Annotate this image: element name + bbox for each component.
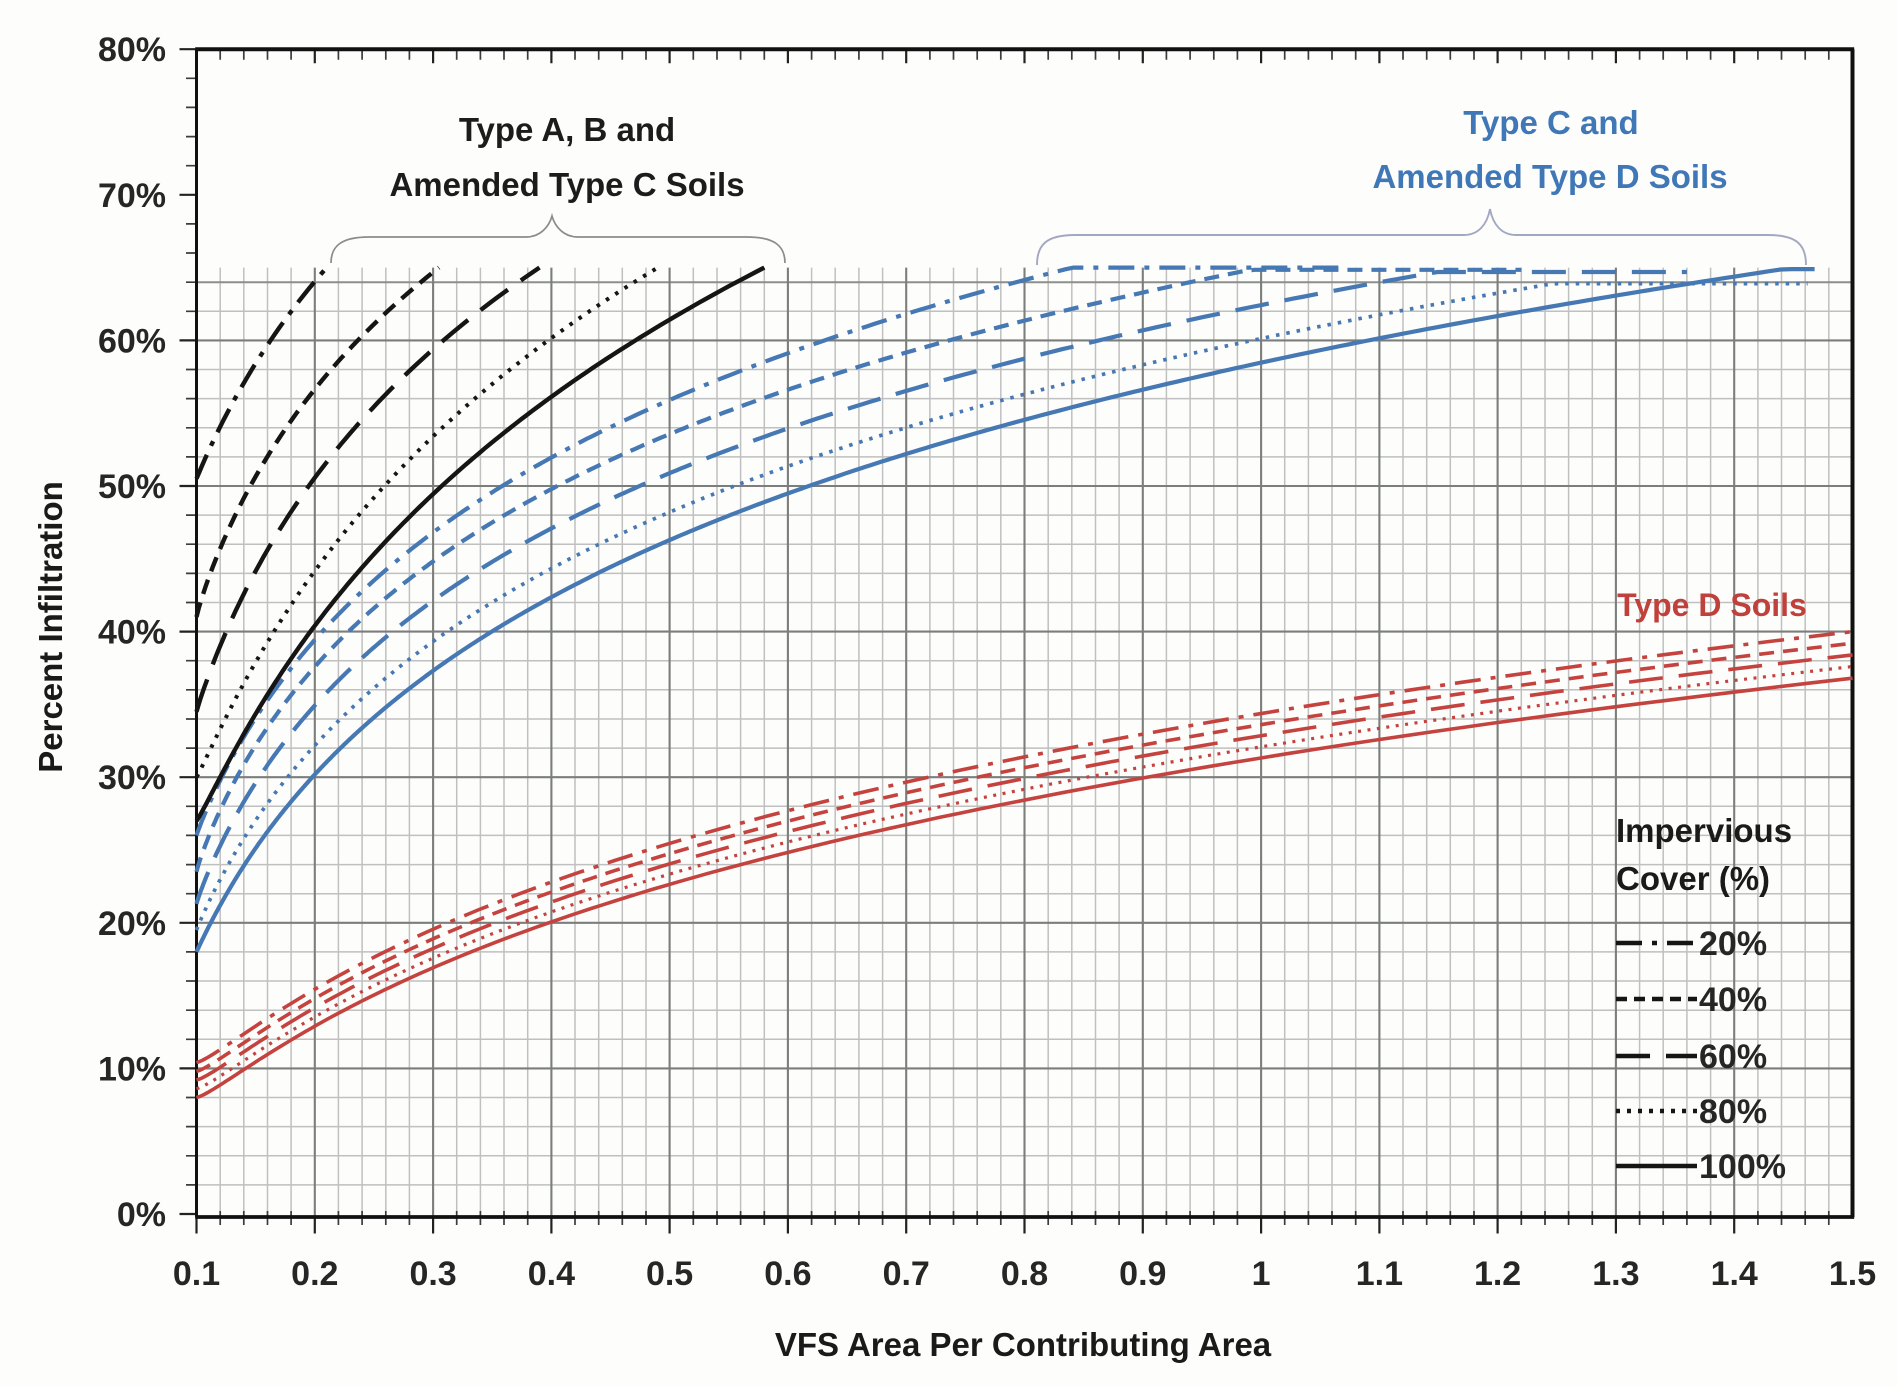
svg-text:1.2: 1.2 [1474,1255,1521,1293]
svg-text:60%: 60% [98,322,166,360]
svg-text:0.9: 0.9 [1119,1255,1166,1293]
svg-text:VFS Area Per Contributing Are: VFS Area Per Contributing Area [775,1326,1272,1363]
svg-text:0.4: 0.4 [528,1255,575,1293]
svg-text:Amended Type D Soils: Amended Type D Soils [1372,158,1727,195]
svg-text:Type D Soils: Type D Soils [1617,587,1807,623]
svg-text:80%: 80% [98,31,166,69]
svg-text:40%: 40% [1699,981,1767,1019]
svg-text:70%: 70% [98,177,166,215]
svg-text:100%: 100% [1699,1148,1786,1186]
svg-text:0.6: 0.6 [764,1255,811,1293]
svg-text:Cover (%): Cover (%) [1616,860,1770,897]
svg-text:Type A, B and: Type A, B and [459,111,675,148]
svg-text:Type C and: Type C and [1463,104,1638,141]
svg-text:1.5: 1.5 [1829,1255,1876,1293]
svg-text:Percent Infiltration: Percent Infiltration [32,481,69,773]
svg-text:10%: 10% [98,1050,166,1088]
svg-text:1.4: 1.4 [1711,1255,1758,1293]
svg-text:0.7: 0.7 [883,1255,930,1293]
svg-text:40%: 40% [98,614,166,652]
svg-text:30%: 30% [98,759,166,797]
svg-text:0.3: 0.3 [409,1255,456,1293]
svg-text:1.1: 1.1 [1356,1255,1403,1293]
svg-text:0%: 0% [117,1196,166,1234]
svg-text:20%: 20% [1699,925,1767,963]
svg-text:0.5: 0.5 [646,1255,693,1293]
svg-text:60%: 60% [1699,1038,1767,1076]
svg-text:0.2: 0.2 [291,1255,338,1293]
svg-text:0.1: 0.1 [173,1255,220,1293]
svg-text:20%: 20% [98,905,166,943]
svg-text:1.3: 1.3 [1592,1255,1639,1293]
svg-text:1: 1 [1252,1255,1271,1293]
svg-text:Impervious: Impervious [1616,812,1792,849]
svg-text:50%: 50% [98,468,166,506]
svg-text:0.8: 0.8 [1001,1255,1048,1293]
svg-text:Amended Type C Soils: Amended Type C Soils [389,166,744,203]
svg-text:80%: 80% [1699,1093,1767,1131]
